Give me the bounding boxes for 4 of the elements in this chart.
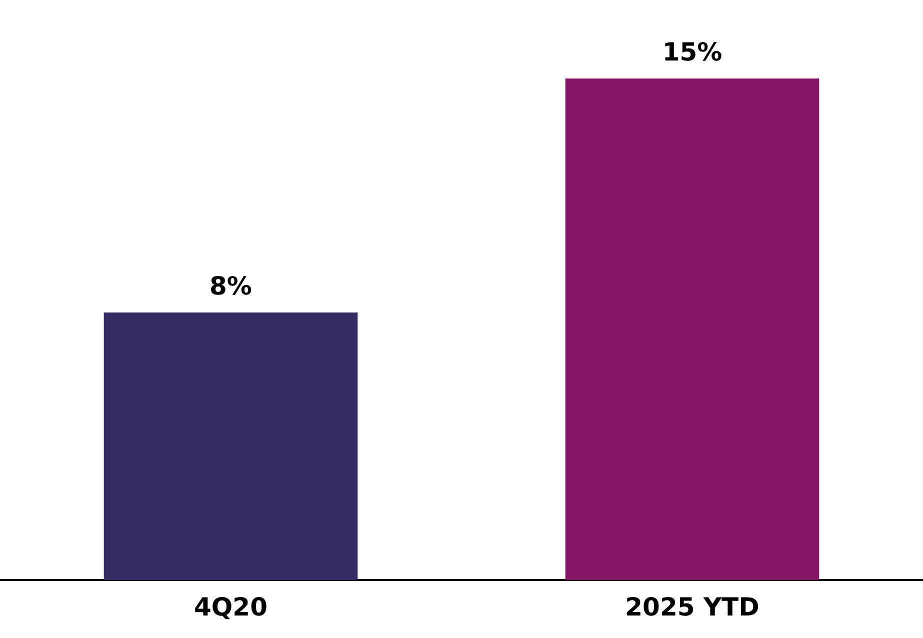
- x-tick-label: 2025 YTD: [625, 592, 760, 622]
- x-tick-label: 4Q20: [194, 592, 268, 622]
- data-label: 15%: [662, 37, 722, 66]
- data-label: 8%: [210, 272, 252, 300]
